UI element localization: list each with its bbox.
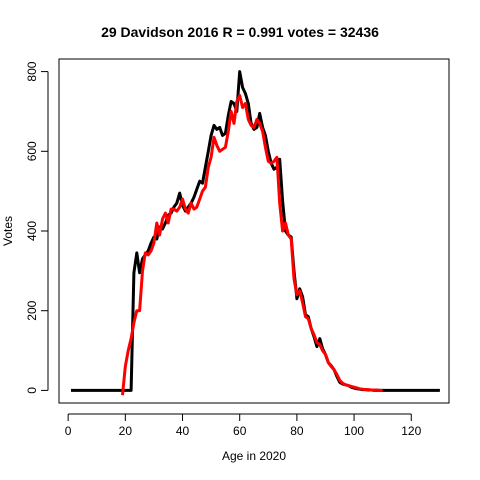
chart-title: 29 Davidson 2016 R = 0.991 votes = 32436 [101, 24, 379, 40]
x-tick-label: 120 [401, 424, 421, 438]
x-tick-label: 0 [65, 424, 72, 438]
y-tick-label: 400 [25, 221, 39, 241]
series-line-2 [121, 94, 383, 396]
y-tick-label: 600 [25, 141, 39, 161]
x-tick-label: 40 [176, 424, 190, 438]
series-layer [71, 70, 440, 396]
x-tick-label: 60 [233, 424, 247, 438]
x-axis: 0 20 40 60 80 100 120 [65, 413, 422, 438]
y-axis-label: Votes [1, 216, 15, 246]
y-tick-label: 800 [25, 61, 39, 81]
x-tick-label: 80 [290, 424, 304, 438]
x-tick-label: 100 [344, 424, 364, 438]
x-axis-label: Age in 2020 [222, 449, 286, 463]
x-tick-label: 20 [119, 424, 133, 438]
y-axis: 0 200 400 600 800 [25, 61, 49, 394]
y-tick-label: 200 [25, 300, 39, 320]
y-tick-label: 0 [25, 387, 39, 394]
plot-frame [58, 58, 450, 404]
